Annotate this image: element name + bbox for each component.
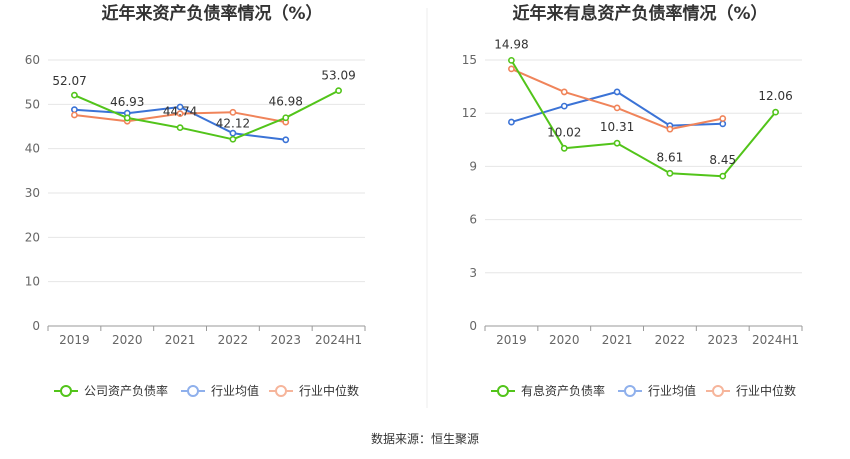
y-tick-label: 60 xyxy=(25,53,40,67)
series-line xyxy=(510,59,777,178)
data-label: 14.98 xyxy=(494,37,528,51)
data-point xyxy=(772,108,779,116)
data-label: 44.74 xyxy=(163,105,197,119)
legend-label: 有息资产负债率 xyxy=(521,383,605,398)
data-point xyxy=(229,108,237,116)
data-label: 8.45 xyxy=(709,153,736,167)
data-point xyxy=(176,110,184,118)
y-tick-label: 20 xyxy=(25,230,40,244)
data-point xyxy=(613,139,621,147)
data-point xyxy=(71,106,78,114)
data-label: 42.12 xyxy=(216,116,250,130)
y-tick-label: 3 xyxy=(469,266,477,280)
data-point xyxy=(282,136,290,144)
chart-panel-2: 近年来有息资产负债率情况（%） 0 3 6 9 12 15 2019 2020 2021 2022 2… xyxy=(462,3,803,398)
data-point xyxy=(71,111,78,119)
data-label: 46.98 xyxy=(269,95,303,109)
legend-label: 行业中位数 xyxy=(736,383,796,398)
data-point xyxy=(508,65,515,73)
legend-label: 行业均值 xyxy=(648,383,696,398)
source-label: 数据来源：恒生聚源 xyxy=(371,431,479,446)
series-line xyxy=(74,89,340,141)
x-tick-label: 2024H1 xyxy=(315,333,362,347)
data-point xyxy=(508,118,515,126)
data-point xyxy=(719,172,727,180)
legend-label: 行业中位数 xyxy=(299,383,359,398)
data-point xyxy=(719,115,727,122)
data-label: 8.61 xyxy=(657,150,684,164)
x-tick-label: 2021 xyxy=(165,333,196,347)
x-tick-label: 2019 xyxy=(496,333,527,347)
y-tick-label: 10 xyxy=(25,275,40,289)
x-tick-label: 2023 xyxy=(270,333,301,347)
x-tick-label: 2019 xyxy=(59,333,90,347)
x-tick-label: 2022 xyxy=(655,333,686,347)
x-tick-label: 2020 xyxy=(549,333,580,347)
legend-swatch-marker xyxy=(624,385,636,397)
legend-label: 行业均值 xyxy=(211,383,259,398)
y-tick-label: 6 xyxy=(469,213,477,227)
chart-title: 近年来资产负债率情况（%） xyxy=(101,3,322,24)
legend-swatch-marker xyxy=(497,385,509,397)
legend-swatch-marker xyxy=(712,385,724,397)
legend-swatch-marker xyxy=(60,385,72,397)
legend-swatch-marker xyxy=(275,385,287,397)
x-tick-label: 2022 xyxy=(218,333,249,347)
y-tick-label: 40 xyxy=(25,142,40,156)
y-tick-label: 30 xyxy=(25,186,40,200)
y-tick-label: 9 xyxy=(469,159,477,173)
data-point xyxy=(229,129,237,137)
y-tick-label: 0 xyxy=(469,319,477,333)
x-tick-label: 2023 xyxy=(707,333,738,347)
data-point xyxy=(613,88,621,96)
chart-panel-1: 近年来资产负债率情况（%） 0 10 20 30 40 50 60 2019 2020 2021 20… xyxy=(25,3,366,398)
data-label: 10.02 xyxy=(547,125,581,139)
y-tick-label: 50 xyxy=(25,97,40,111)
data-point xyxy=(560,144,568,152)
data-point xyxy=(71,91,78,99)
y-tick-label: 12 xyxy=(462,106,477,120)
data-point xyxy=(176,103,184,111)
x-tick-label: 2024H1 xyxy=(752,333,799,347)
data-label: 52.07 xyxy=(52,74,86,88)
data-point xyxy=(508,56,515,64)
data-point xyxy=(176,124,184,132)
y-tick-label: 15 xyxy=(462,53,477,67)
x-tick-label: 2020 xyxy=(112,333,143,347)
data-point xyxy=(560,88,568,96)
data-label: 12.06 xyxy=(758,89,792,103)
data-point xyxy=(613,104,621,112)
data-point xyxy=(282,114,290,122)
data-point xyxy=(335,87,342,95)
data-point xyxy=(229,135,237,143)
legend-swatch-marker xyxy=(187,385,199,397)
y-tick-label: 0 xyxy=(32,319,40,333)
data-point xyxy=(666,125,674,133)
legend-label: 公司资产负债率 xyxy=(84,383,168,398)
data-label: 53.09 xyxy=(321,69,355,83)
data-point xyxy=(719,120,727,128)
x-tick-label: 2021 xyxy=(602,333,633,347)
chart-title: 近年来有息资产负债率情况（%） xyxy=(512,3,767,24)
data-point xyxy=(560,102,568,110)
data-label: 10.31 xyxy=(600,120,634,134)
data-point xyxy=(123,114,131,122)
data-label: 46.93 xyxy=(110,95,144,109)
data-point xyxy=(666,169,674,177)
